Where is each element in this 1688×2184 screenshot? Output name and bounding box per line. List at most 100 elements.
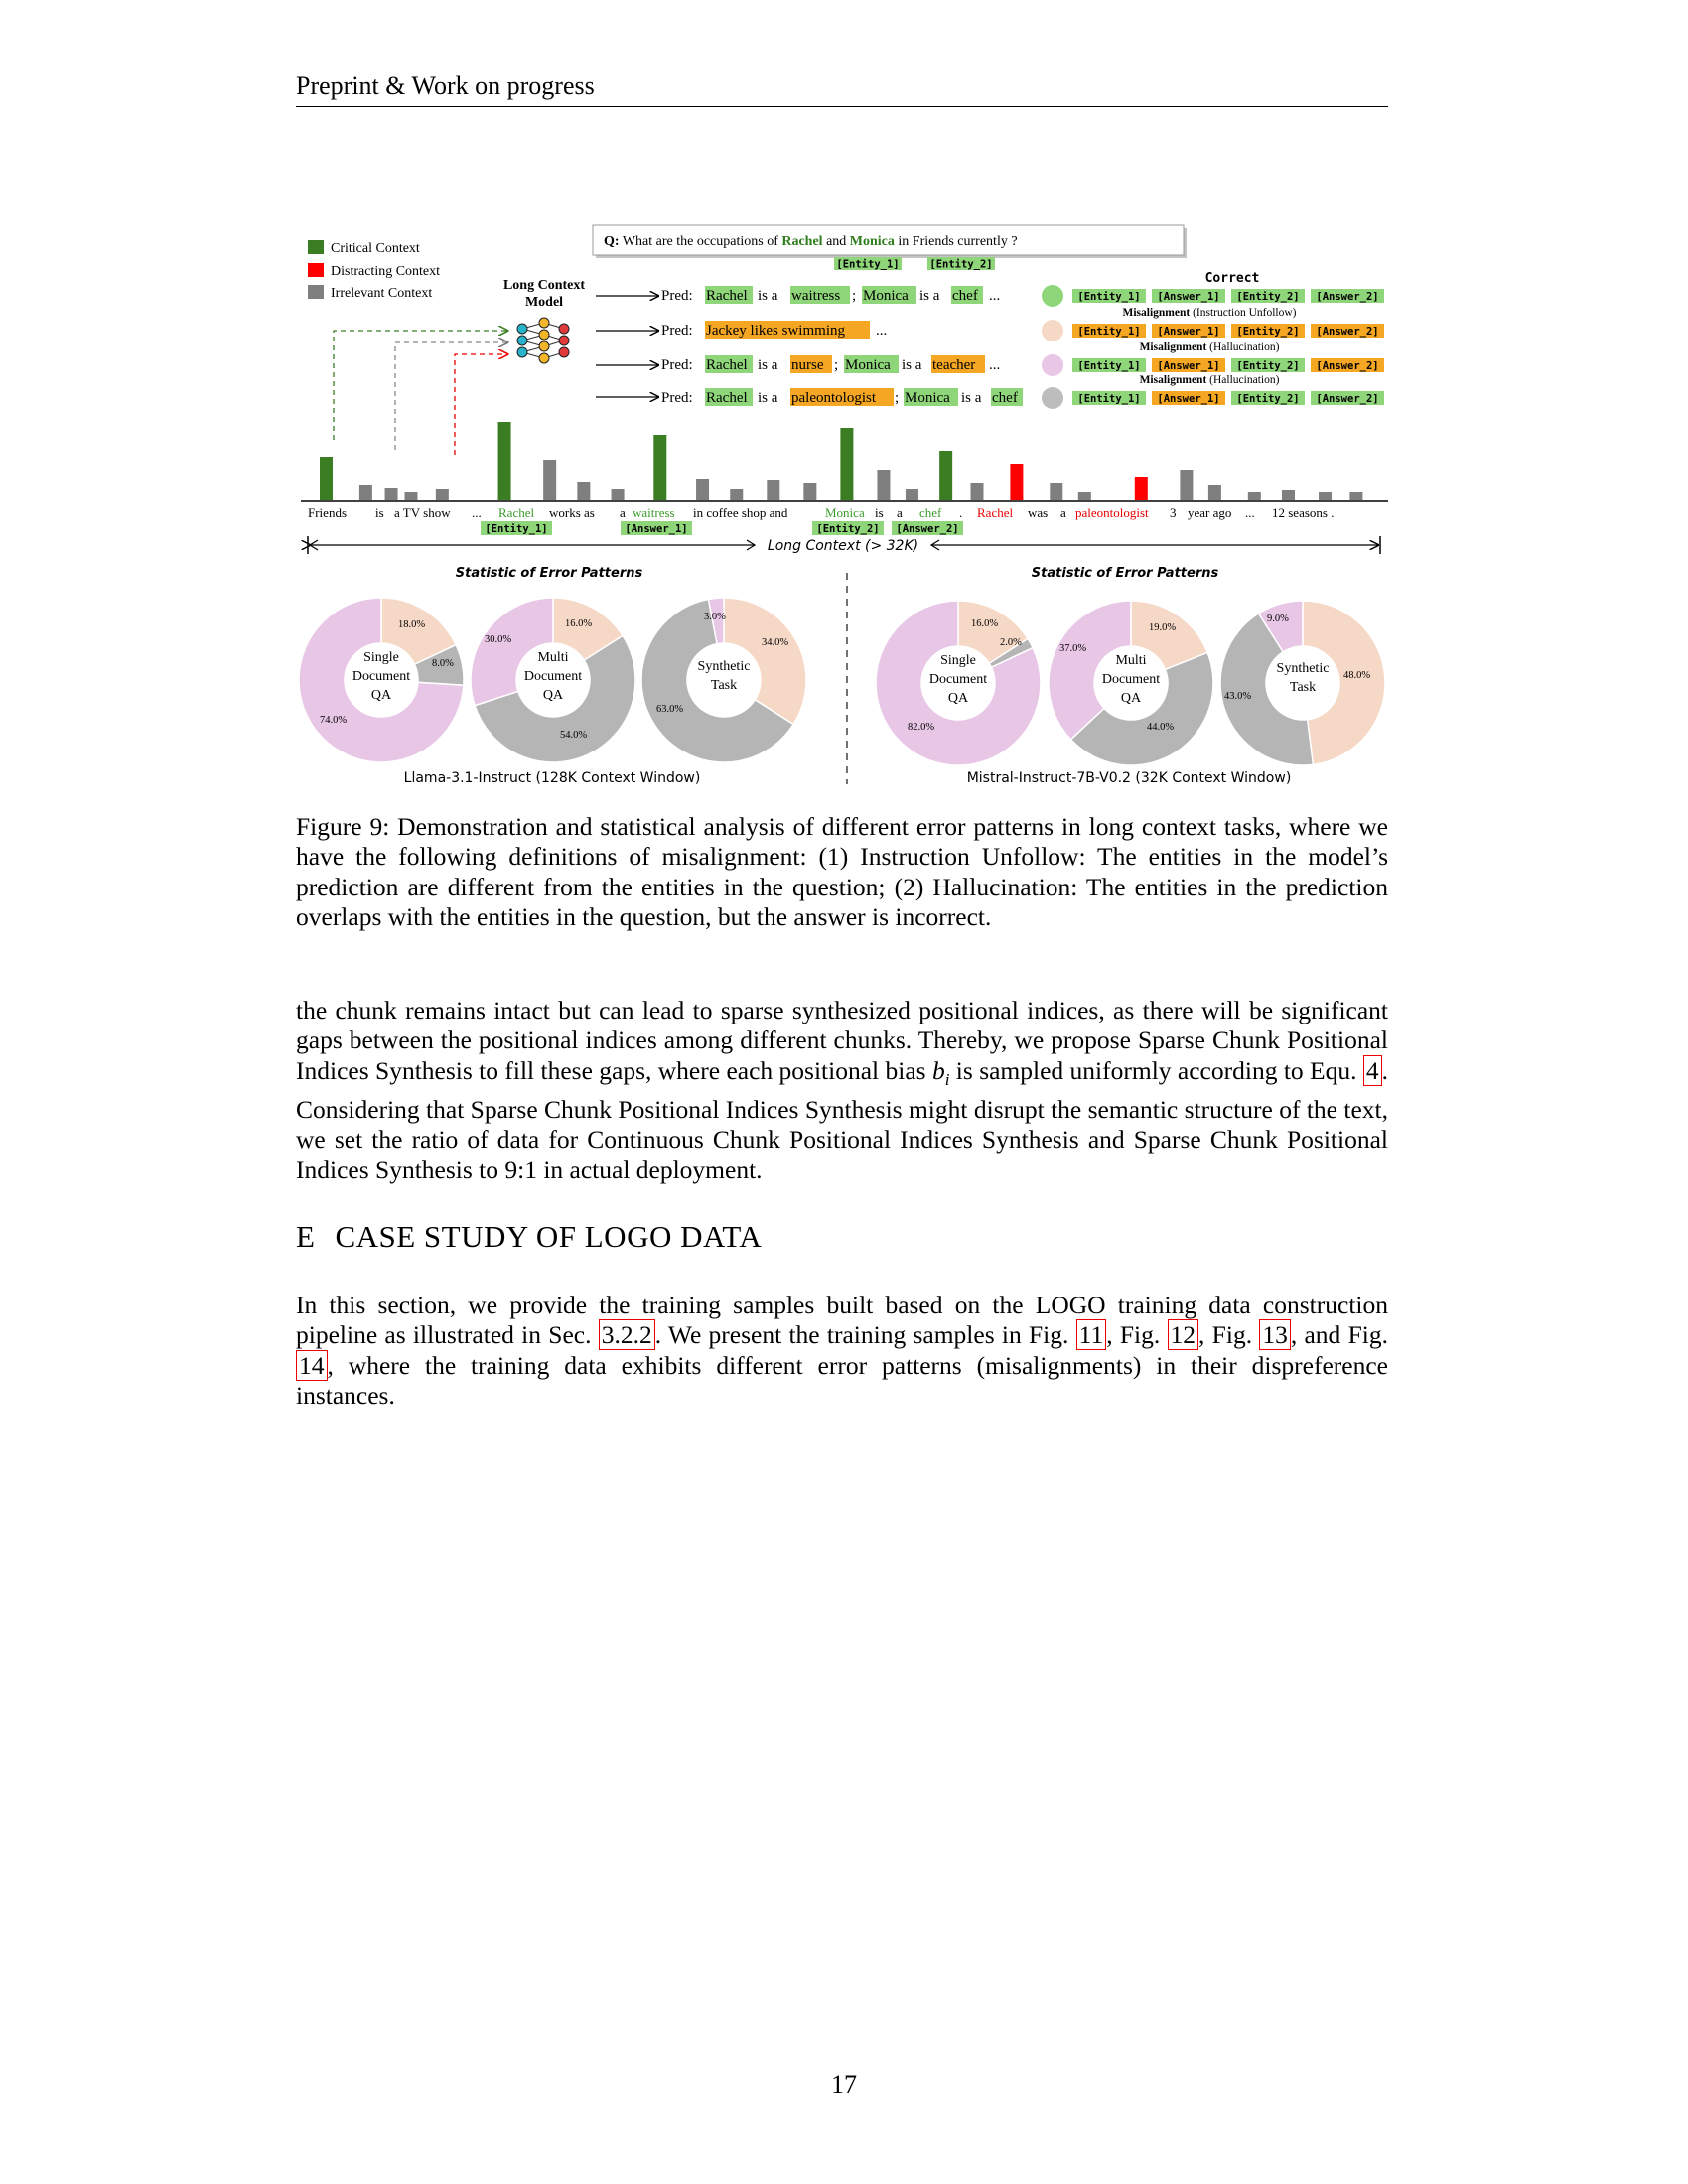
correct-dot-icon <box>1042 285 1063 307</box>
context-bar-irrelevant <box>435 489 449 500</box>
svg-text:;: ; <box>852 288 856 304</box>
context-bar-irrelevant <box>1349 492 1363 500</box>
svg-text:a: a <box>897 505 903 520</box>
svg-text:is a: is a <box>758 357 778 373</box>
svg-text:Document: Document <box>1102 672 1160 687</box>
context-bar-irrelevant <box>696 479 710 500</box>
question-tag-entity1: [Entity_1] <box>836 259 899 271</box>
svg-text:waitress: waitress <box>633 505 675 520</box>
error-pattern-donuts <box>298 597 1386 766</box>
donut-slice-hallucination <box>875 600 1042 766</box>
svg-text:chef: chef <box>992 390 1018 406</box>
donut-slice-unfollow <box>1302 600 1386 766</box>
svg-text:3: 3 <box>1170 505 1177 520</box>
svg-text:Jackey likes swimming: Jackey likes swimming <box>706 323 845 339</box>
figure-ref-14[interactable]: 14 <box>296 1349 328 1381</box>
running-header: Preprint & Work on progress <box>296 71 595 100</box>
pct-llama-multi-halluc: 30.0% <box>485 634 511 645</box>
neural-network-icon <box>516 317 570 364</box>
donut-slice-hallucination <box>707 597 725 645</box>
svg-text:Monica: Monica <box>845 357 891 373</box>
context-bar-critical <box>840 428 854 500</box>
body-paragraph-2: In this section, we provide the training… <box>296 1291 1388 1410</box>
pct-mistral-syn-halluc: 9.0% <box>1267 614 1289 624</box>
figure-ref-13[interactable]: 13 <box>1259 1319 1291 1351</box>
context-bar-irrelevant <box>803 483 817 500</box>
donut-slice-unfollow <box>723 597 807 726</box>
figure-9: Critical Context Distracting Context Irr… <box>298 224 1388 786</box>
context-bar-distracting <box>1134 477 1148 500</box>
legend-swatch-distracting <box>308 263 324 277</box>
svg-text:[Answer_1]: [Answer_1] <box>1157 360 1219 372</box>
context-bar-irrelevant <box>1077 492 1091 500</box>
legend-swatch-critical <box>308 240 324 254</box>
svg-text:[Entity_2]: [Entity_2] <box>1236 291 1299 303</box>
outcome-correct: Correct [Entity_1] [Answer_1] [Entity_2]… <box>1042 271 1384 307</box>
figure-ref-11[interactable]: 11 <box>1075 1319 1107 1351</box>
svg-text:Document: Document <box>524 669 582 684</box>
pct-mistral-single-halluc: 82.0% <box>908 722 934 733</box>
svg-text:Rachel: Rachel <box>706 357 748 373</box>
svg-text:[Answer_1]: [Answer_1] <box>1157 326 1219 338</box>
svg-text:Single: Single <box>363 650 399 665</box>
svg-text:[Entity_2]: [Entity_2] <box>1236 360 1299 372</box>
svg-text:is a: is a <box>758 288 778 304</box>
prediction-3: Pred: Rachel is a nurse ; Monica is a te… <box>661 355 1000 373</box>
svg-text:Pred:: Pred: <box>661 323 693 339</box>
svg-text:a TV show: a TV show <box>394 505 451 520</box>
pct-mistral-syn-other: 43.0% <box>1224 691 1251 702</box>
svg-text:is a: is a <box>758 390 778 406</box>
donut-slice-other <box>1069 651 1214 766</box>
svg-text:Monica: Monica <box>825 505 865 520</box>
svg-text:Misalignment (Hallucination): Misalignment (Hallucination) <box>1140 341 1280 353</box>
svg-text:[Entity_1]: [Entity_1] <box>485 523 547 535</box>
svg-text:Friends: Friends <box>308 505 347 520</box>
pct-mistral-multi-unfollow: 19.0% <box>1149 622 1176 633</box>
svg-text:Multi: Multi <box>1115 653 1146 668</box>
donut-slice-unfollow <box>1130 600 1209 671</box>
context-bar-critical <box>320 457 333 500</box>
svg-text:12 seasons .: 12 seasons . <box>1272 505 1334 520</box>
svg-text:.: . <box>959 505 962 520</box>
donut-slice-other <box>640 598 795 763</box>
unfollow-dot-icon <box>1042 320 1063 341</box>
svg-text:[Entity_1]: [Entity_1] <box>1077 326 1140 338</box>
svg-text:works as: works as <box>549 505 595 520</box>
svg-text:Task: Task <box>711 678 737 693</box>
legend-swatch-irrelevant <box>308 285 324 299</box>
svg-text:[Answer_1]: [Answer_1] <box>625 523 687 535</box>
model-label-2: Model <box>525 295 563 310</box>
donut-slice-hallucination <box>470 597 554 707</box>
svg-text:...: ... <box>472 505 482 520</box>
question-box: Q: What are the occupations of Rachel an… <box>592 224 1187 271</box>
svg-text:waitress: waitress <box>791 288 840 304</box>
context-bar-irrelevant <box>730 489 744 500</box>
context-bar-irrelevant <box>1319 492 1333 500</box>
section-title: CASE STUDY OF LOGO DATA <box>335 1219 763 1254</box>
legend-critical: Critical Context <box>331 241 420 256</box>
context-bar-irrelevant <box>358 485 372 500</box>
svg-text:in coffee shop and: in coffee shop and <box>693 505 788 520</box>
equation-ref[interactable]: 4 <box>1362 1054 1382 1086</box>
prediction-4: Pred: Rachel is a paleontologist ; Monic… <box>661 388 1023 406</box>
svg-text:Rachel: Rachel <box>706 288 748 304</box>
section-ref[interactable]: 3.2.2 <box>598 1319 655 1351</box>
svg-text:...: ... <box>1245 505 1255 520</box>
outcome-hallucination-2: Misalignment (Hallucination) [Entity_1] … <box>1042 374 1384 409</box>
svg-text:...: ... <box>876 323 887 339</box>
context-bar-irrelevant <box>404 492 418 500</box>
svg-text:[Answer_2]: [Answer_2] <box>1316 360 1378 372</box>
svg-text:[Entity_1]: [Entity_1] <box>1077 291 1140 303</box>
context-bar-irrelevant <box>543 460 557 500</box>
distracting-dashed-arrow <box>454 354 507 455</box>
svg-text:is: is <box>375 505 384 520</box>
figure-ref-12[interactable]: 12 <box>1167 1319 1199 1351</box>
svg-text:is a: is a <box>919 288 940 304</box>
svg-text:paleontologist: paleontologist <box>791 390 877 406</box>
header-rule <box>296 106 1388 107</box>
context-bar-critical <box>653 435 667 500</box>
svg-text:Rachel: Rachel <box>977 505 1013 520</box>
pct-llama-single-halluc: 74.0% <box>320 715 347 726</box>
donut-label-llama-multi: Multi Document QA <box>524 650 582 703</box>
svg-text:Monica: Monica <box>863 288 909 304</box>
